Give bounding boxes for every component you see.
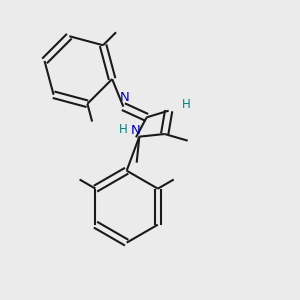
Text: N: N xyxy=(130,124,140,137)
Text: H: H xyxy=(119,124,128,136)
Text: H: H xyxy=(182,98,190,112)
Text: N: N xyxy=(120,91,130,104)
